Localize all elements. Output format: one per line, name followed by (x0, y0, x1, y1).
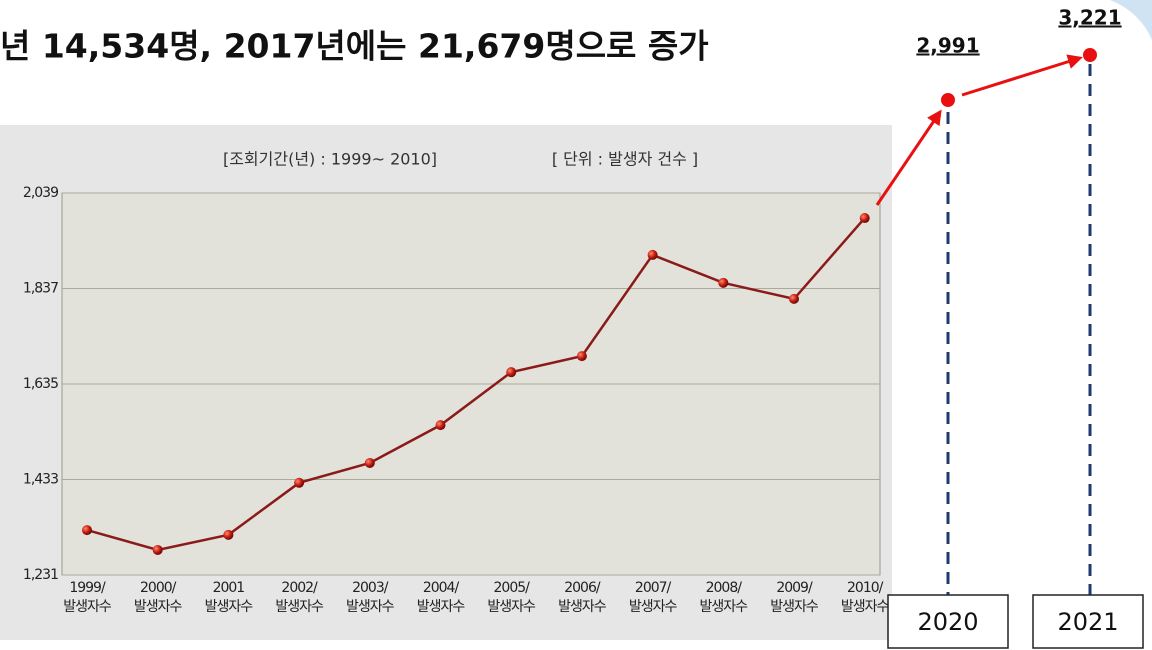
y-tick-label: 1,433 (23, 472, 58, 488)
year-box (887, 594, 1009, 649)
point (152, 544, 163, 555)
point (435, 420, 446, 431)
x-tick-sublabel: 발생자수 (63, 599, 112, 615)
arrow (875, 109, 942, 206)
x-tick-sublabel: 발생자수 (346, 599, 395, 615)
y-tick-label: 2,039 (23, 185, 58, 201)
x-tick-label: 2003/ (352, 580, 389, 596)
x-tick-label: 2006/ (564, 580, 601, 596)
x-tick-sublabel: 발생자수 (700, 599, 749, 615)
x-tick-label: 2000/ (140, 580, 177, 596)
point (364, 457, 375, 468)
x-tick-sublabel: 발생자수 (417, 599, 466, 615)
x-tick-label: 2001 (213, 580, 245, 596)
x-tick-sublabel: 발생자수 (841, 599, 890, 615)
decoration (1110, 0, 1152, 40)
point (576, 351, 587, 362)
x-tick-sublabel: 발생자수 (770, 599, 819, 615)
y-tick-label: 1,635 (23, 376, 58, 392)
x-tick-label: 1999/ (69, 580, 106, 596)
x-tick-label: 2010/ (847, 580, 884, 596)
point (647, 249, 658, 260)
unit-label: [ 단위 : 발생자 건수 ] (552, 150, 698, 169)
point (718, 277, 729, 288)
projection-label: 3,221 (1058, 6, 1121, 30)
year-box (1032, 594, 1144, 649)
x-tick-sublabel: 발생자수 (134, 599, 183, 615)
y-tick-label: 1,231 (23, 567, 58, 583)
point (859, 213, 870, 224)
x-tick-label: 2008/ (706, 580, 743, 596)
point (506, 367, 517, 378)
projection-year: 2021 (1057, 608, 1118, 636)
x-tick-sublabel: 발생자수 (558, 599, 607, 615)
x-tick-sublabel: 발생자수 (629, 599, 678, 615)
x-tick-sublabel: 발생자수 (205, 599, 254, 615)
point (223, 529, 234, 540)
x-tick-label: 2004/ (423, 580, 460, 596)
point (789, 293, 799, 304)
x-tick-label: 2009/ (776, 580, 813, 596)
projection-year: 2020 (917, 608, 978, 636)
point (294, 477, 305, 488)
subtitle: [조회기간(년) : 1999~ 2010] (223, 150, 437, 169)
projection-point (1083, 48, 1097, 62)
x-tick-label: 2005/ (494, 580, 531, 596)
point (82, 525, 92, 536)
projection-guides (875, 54, 1144, 649)
y-tick-label: 1,837 (23, 281, 58, 297)
x-tick-sublabel: 발생자수 (275, 599, 324, 615)
x-tick-sublabel: 발생자수 (487, 599, 536, 615)
projection-point (941, 93, 955, 107)
series-line (86, 217, 866, 552)
x-tick-label: 2002/ (281, 580, 318, 596)
arrow (961, 54, 1083, 97)
headline: 년 14,534명, 2017년에는 21,679명으로 증가 (0, 27, 709, 66)
projection-label: 2,991 (916, 34, 979, 58)
x-tick-label: 2007/ (635, 580, 672, 596)
